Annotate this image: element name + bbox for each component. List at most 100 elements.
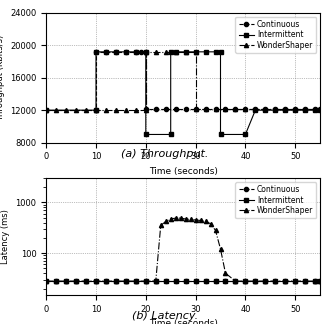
X-axis label: Time (seconds): Time (seconds) (149, 167, 217, 176)
Intermittent (253, 108, 257, 112)
Continuous (114, 279, 118, 283)
Continuous (318, 107, 322, 110)
WonderShaper (144, 108, 148, 112)
WonderShaper (214, 107, 217, 110)
WonderShaper (204, 220, 208, 224)
Intermittent (154, 279, 158, 283)
Continuous (313, 107, 317, 110)
Intermittent (318, 279, 322, 283)
Continuous (273, 107, 277, 110)
Line: WonderShaper: WonderShaper (44, 50, 322, 112)
Continuous (283, 279, 287, 283)
Intermittent (94, 50, 98, 54)
Continuous (124, 279, 128, 283)
Line: WonderShaper: WonderShaper (44, 216, 322, 283)
WonderShaper (209, 222, 213, 226)
Intermittent (124, 279, 128, 283)
Intermittent (244, 133, 248, 136)
WonderShaper (244, 279, 248, 283)
Continuous (104, 279, 108, 283)
WonderShaper (194, 50, 198, 54)
Intermittent (169, 133, 173, 136)
Intermittent (114, 279, 118, 283)
Continuous (144, 279, 148, 283)
Continuous (134, 50, 138, 54)
Continuous (164, 107, 168, 110)
WonderShaper (84, 108, 88, 112)
Line: Intermittent: Intermittent (44, 50, 322, 136)
Intermittent (223, 279, 227, 283)
WonderShaper (169, 217, 173, 221)
WonderShaper (179, 216, 182, 220)
Continuous (194, 107, 198, 110)
Continuous (204, 279, 208, 283)
Intermittent (293, 108, 297, 112)
Legend: Continuous, Intermittent, WonderShaper: Continuous, Intermittent, WonderShaper (236, 182, 316, 218)
WonderShaper (44, 279, 48, 283)
Continuous (194, 279, 198, 283)
Continuous (174, 279, 178, 283)
Intermittent (233, 279, 237, 283)
Continuous (124, 50, 128, 54)
Continuous (44, 108, 48, 112)
WonderShaper (174, 50, 178, 54)
WonderShaper (204, 107, 208, 110)
Intermittent (174, 50, 178, 54)
Intermittent (174, 279, 178, 283)
Intermittent (94, 279, 98, 283)
WonderShaper (199, 218, 203, 222)
WonderShaper (218, 247, 222, 251)
WonderShaper (303, 107, 307, 110)
Line: Continuous: Continuous (44, 50, 322, 112)
WonderShaper (194, 107, 198, 110)
Continuous (293, 279, 297, 283)
Continuous (154, 107, 158, 110)
Continuous (214, 107, 217, 110)
Continuous (94, 279, 98, 283)
Continuous (114, 50, 118, 54)
Intermittent (94, 108, 98, 112)
Intermittent (169, 50, 173, 54)
Intermittent (273, 279, 277, 283)
WonderShaper (44, 108, 48, 112)
WonderShaper (134, 279, 138, 283)
Intermittent (184, 50, 188, 54)
WonderShaper (283, 107, 287, 110)
WonderShaper (189, 217, 193, 221)
Continuous (134, 279, 138, 283)
WonderShaper (214, 228, 217, 232)
Continuous (273, 279, 277, 283)
Intermittent (124, 50, 128, 54)
Continuous (94, 50, 98, 54)
WonderShaper (184, 217, 188, 221)
Continuous (204, 107, 208, 110)
WonderShaper (64, 279, 68, 283)
Legend: Continuous, Intermittent, WonderShaper: Continuous, Intermittent, WonderShaper (236, 17, 316, 53)
Intermittent (104, 50, 108, 54)
Intermittent (218, 50, 222, 54)
Intermittent (144, 133, 148, 136)
Intermittent (303, 279, 307, 283)
WonderShaper (223, 271, 227, 275)
Intermittent (218, 133, 222, 136)
WonderShaper (164, 220, 168, 224)
Intermittent (134, 50, 138, 54)
Intermittent (283, 279, 287, 283)
WonderShaper (233, 107, 237, 110)
WonderShaper (104, 279, 108, 283)
Intermittent (313, 279, 317, 283)
Continuous (174, 107, 178, 110)
WonderShaper (283, 279, 287, 283)
Continuous (223, 279, 227, 283)
WonderShaper (84, 279, 88, 283)
WonderShaper (134, 108, 138, 112)
Continuous (283, 107, 287, 110)
Continuous (184, 107, 188, 110)
WonderShaper (293, 107, 297, 110)
WonderShaper (253, 279, 257, 283)
WonderShaper (104, 108, 108, 112)
Intermittent (273, 108, 277, 112)
Continuous (164, 279, 168, 283)
Continuous (244, 279, 248, 283)
Continuous (223, 107, 227, 110)
